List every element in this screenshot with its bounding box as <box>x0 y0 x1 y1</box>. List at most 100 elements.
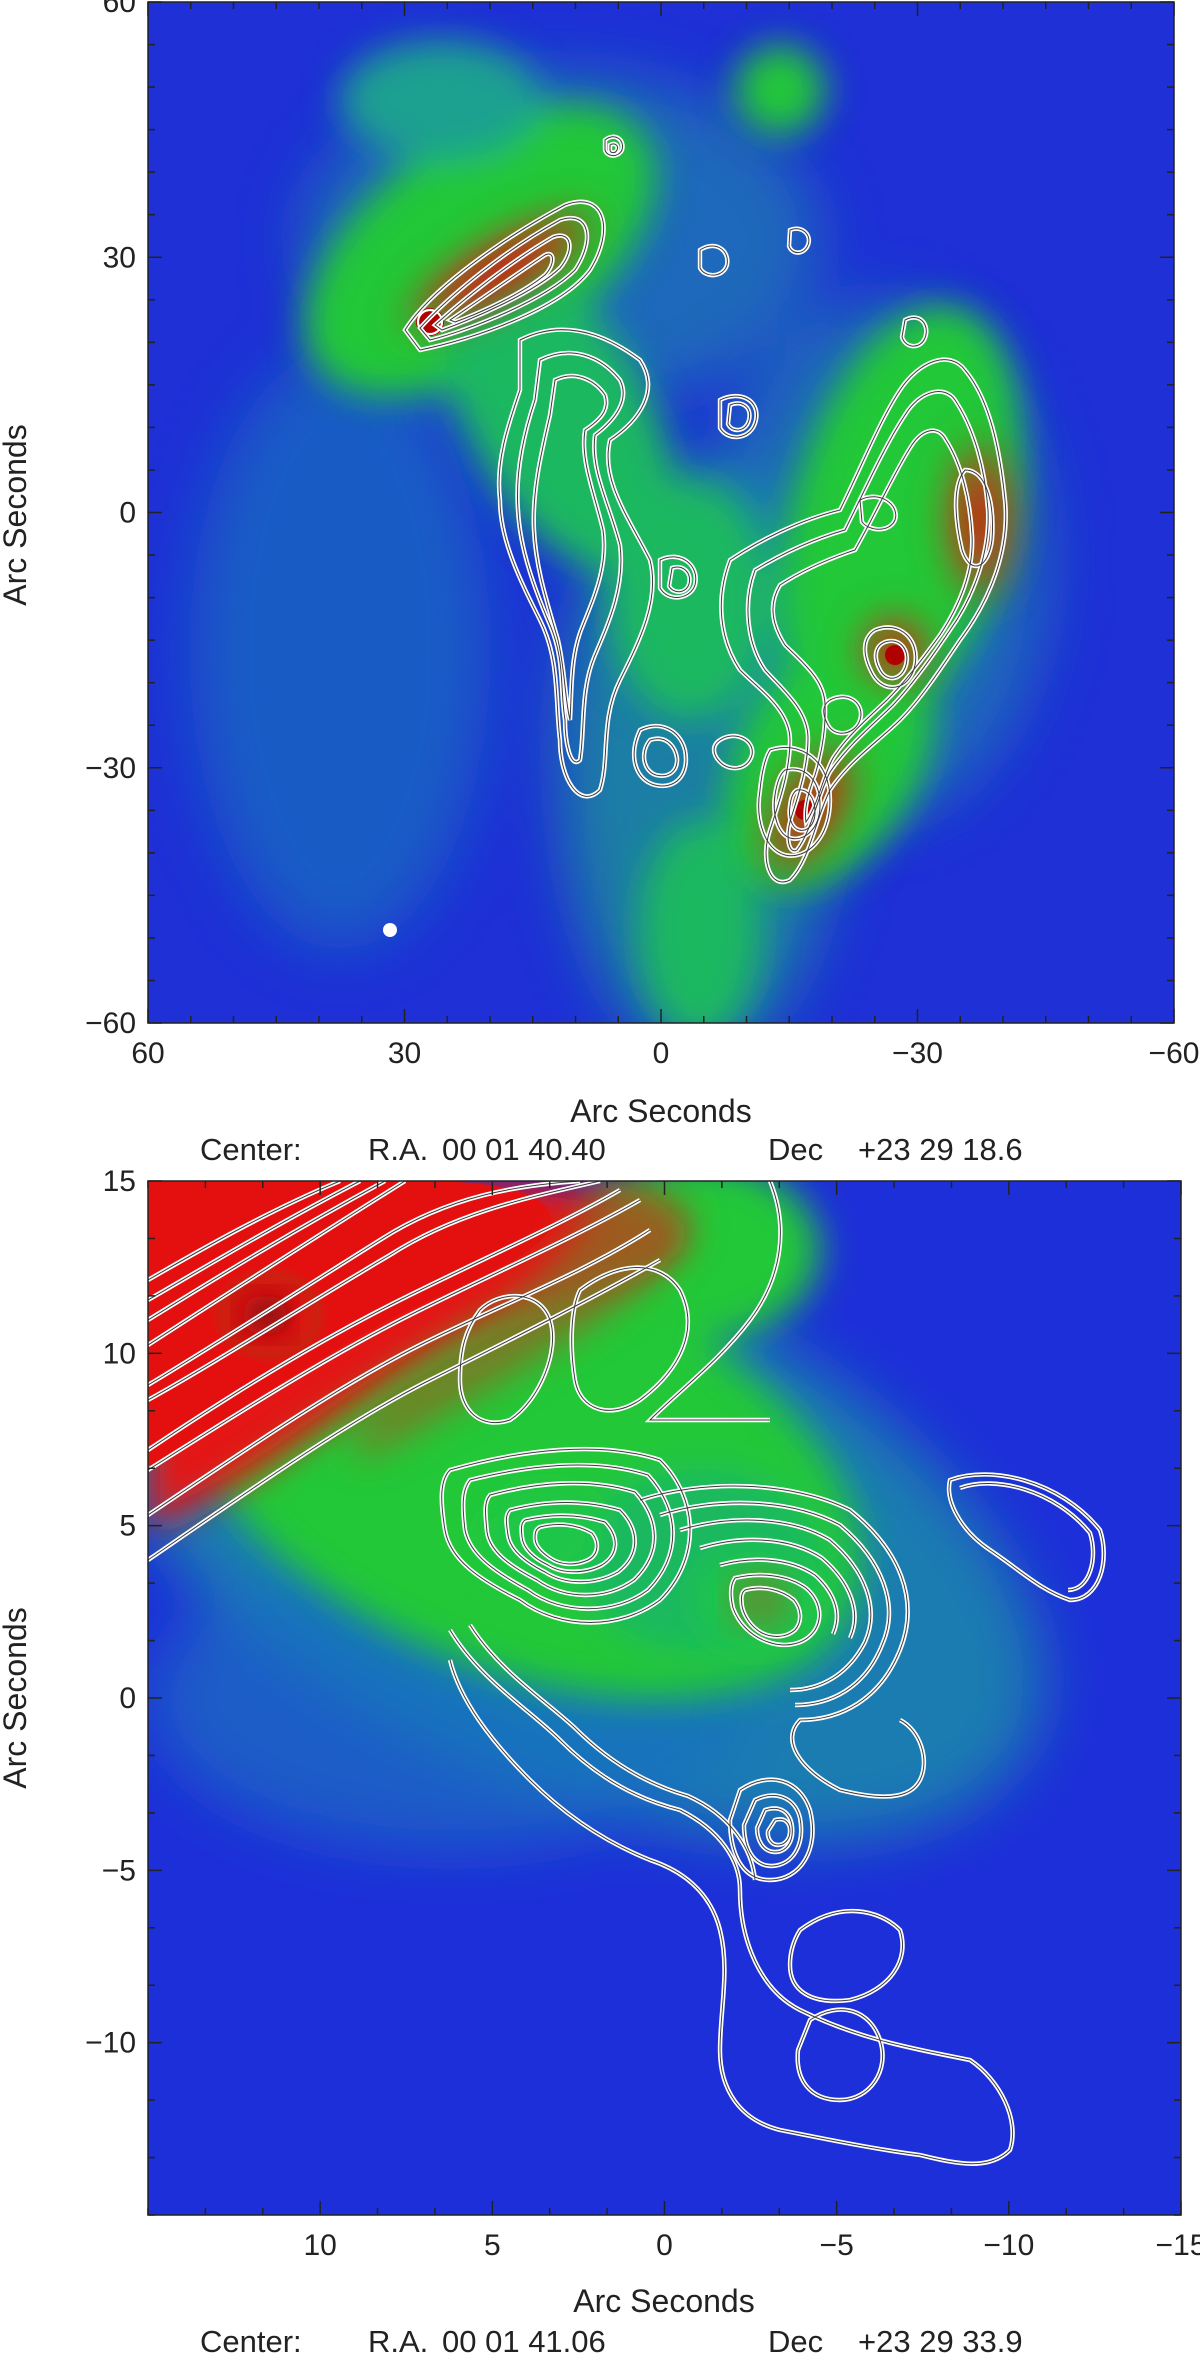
x-ticks-zoom <box>147 1181 1182 2215</box>
contour-line-core <box>789 789 816 831</box>
contour-line-core <box>729 1779 814 1881</box>
contour-line-core <box>533 375 607 721</box>
x-tick-label: −15 <box>1156 2229 1200 2262</box>
contour-line-core <box>148 1181 581 1386</box>
contour-line-core <box>730 1574 820 1646</box>
contour-line-core <box>743 1795 802 1867</box>
contour-line <box>416 308 444 336</box>
contour-line-core <box>459 1295 554 1424</box>
contour-line-core <box>148 1199 641 1471</box>
ra-value-zoom: 00 01 41.06 <box>442 2324 606 2359</box>
contour-line-core <box>520 1515 616 1573</box>
contour-line-core <box>505 1502 636 1583</box>
panel-zoom: 10 5 0 −5 −10 −15 15 10 5 0 −5 −10 Arc Seconds Arc… <box>0 1165 1200 2359</box>
contour-line-core <box>643 738 678 777</box>
y-ticks-zoom <box>148 1180 1181 2216</box>
contour-line-core <box>789 1910 904 2002</box>
y-tick-label: −10 <box>85 2027 136 2060</box>
x-tick-label: 10 <box>303 2229 336 2262</box>
y-tick-label: 60 <box>103 0 136 19</box>
x-tick-label: 60 <box>131 1037 164 1070</box>
center-label-wide: Center: <box>200 1132 302 1167</box>
contour-line-core <box>648 1181 781 1421</box>
contour-line-core <box>462 1464 674 1610</box>
contour-line-core <box>720 359 1007 883</box>
contour-line-core <box>148 1181 341 1281</box>
contour-line-core <box>719 1559 838 1635</box>
contour-line-core <box>823 696 862 734</box>
dec-label-zoom: Dec <box>768 2324 823 2359</box>
contour-line-core <box>713 735 753 769</box>
contour-line-core <box>609 143 618 154</box>
x-axis-title-zoom: Arc Seconds <box>573 2283 754 2319</box>
intensity-map-wide <box>148 2 1174 1023</box>
x-ticks-wide <box>147 2 1175 1023</box>
contour-line-core <box>797 2009 884 2101</box>
y-tick-label: 10 <box>103 1337 136 1370</box>
contour-line-core <box>875 640 908 679</box>
contour-line-core <box>633 725 687 787</box>
contour-line-core <box>948 1474 1105 1601</box>
contour-line-core <box>767 1818 791 1846</box>
ra-label-wide: R.A. <box>368 1132 428 1167</box>
contour-line-core <box>659 556 697 598</box>
contour-line-core <box>534 1524 598 1565</box>
x-tick-labels-zoom: 10 5 0 −5 −10 −15 <box>303 2229 1200 2262</box>
contour-line-core <box>955 469 994 567</box>
contour-line-core <box>639 1485 925 1798</box>
ra-value-wide: 00 01 40.40 <box>442 1132 606 1167</box>
x-tick-label: 0 <box>653 1037 670 1070</box>
contour-line-core <box>719 395 757 438</box>
y-tick-label: 15 <box>103 1165 136 1198</box>
contour-line-core <box>516 352 624 763</box>
contour-line-core <box>469 1624 756 1881</box>
dec-label-wide: Dec <box>768 1132 823 1167</box>
contour-line-core <box>571 1267 689 1411</box>
y-ticks-wide <box>148 1 1174 1024</box>
contour-line-core <box>148 1189 621 1451</box>
y-tick-label: 0 <box>119 1682 136 1715</box>
contour-line-core <box>758 746 831 857</box>
contour-line-core <box>604 136 624 157</box>
x-tick-label: −5 <box>820 2229 854 2262</box>
y-tick-label: −30 <box>85 752 136 785</box>
contour-line-core <box>434 235 570 331</box>
contour-line-core <box>756 1807 793 1853</box>
contour-line-core <box>148 1181 361 1301</box>
contour-line-core <box>864 627 917 688</box>
contour-line-core <box>449 1629 1014 2165</box>
x-axis-title-wide: Arc Seconds <box>570 1093 751 1129</box>
contours-wide <box>402 134 1008 885</box>
contour-line-core <box>148 1181 386 1321</box>
y-axis-title-zoom: Arc Seconds <box>0 1607 33 1788</box>
y-tick-label: −60 <box>85 1007 136 1040</box>
contour-line-core <box>788 228 810 254</box>
center-caption-wide: Center: R.A. 00 01 40.40 Dec +23 29 18.6 <box>200 1132 1023 1167</box>
dec-value-wide: +23 29 18.6 <box>858 1132 1023 1167</box>
center-caption-zoom: Center: R.A. 00 01 41.06 Dec +23 29 33.9 <box>200 2324 1023 2359</box>
x-tick-label: −60 <box>1149 1037 1200 1070</box>
y-tick-labels-zoom: 15 10 5 0 −5 −10 <box>85 1165 136 2060</box>
contour-line-core <box>727 402 751 431</box>
contour-line-core <box>404 201 605 351</box>
x-tick-labels-wide: 60 30 0 −30 −60 <box>131 1037 1199 1070</box>
center-label-zoom: Center: <box>200 2324 302 2359</box>
dec-value-zoom: +23 29 33.9 <box>858 2324 1023 2359</box>
x-tick-label: 0 <box>656 2229 673 2262</box>
y-tick-label: 30 <box>103 241 136 274</box>
panel-wide-field: 60 30 0 −30 −60 60 30 0 −30 −60 Arc Seconds Arc … <box>0 0 1199 1167</box>
contour-line-core <box>699 245 728 276</box>
contour-line-core <box>668 566 691 593</box>
ra-label-zoom: R.A. <box>368 2324 428 2359</box>
contour-line-core <box>148 1181 406 1346</box>
contour-line-core <box>740 1587 801 1637</box>
contour-line-core <box>148 1181 601 1401</box>
contour-line-core <box>659 1502 890 1706</box>
y-tick-label: 0 <box>119 497 136 530</box>
contour-line-core <box>859 496 897 530</box>
contour-line-core <box>441 1448 691 1623</box>
contour-line-core <box>699 1539 856 1639</box>
x-tick-label: 30 <box>388 1037 421 1070</box>
contour-line-core <box>959 1482 1094 1591</box>
